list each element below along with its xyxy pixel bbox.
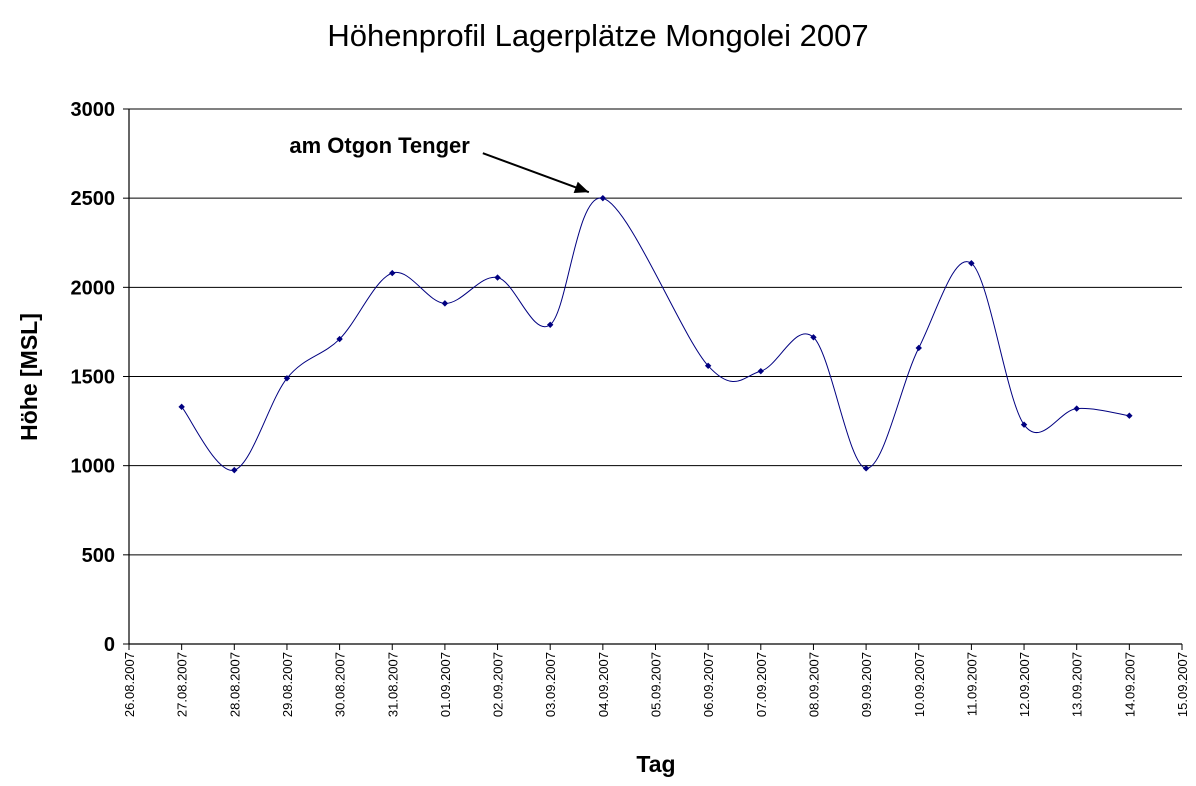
series-line — [181, 197, 1130, 471]
data-point — [704, 362, 712, 369]
x-tick-label: 14.09.2007 — [1122, 652, 1137, 717]
data-point — [757, 367, 764, 375]
y-tick-label: 2000 — [71, 277, 116, 299]
data-point — [915, 344, 922, 352]
grid-lines — [129, 108, 1182, 556]
x-tick-label: 26.08.2007 — [122, 652, 137, 717]
x-tick-label: 15.09.2007 — [1175, 652, 1190, 717]
x-tick-label: 08.09.2007 — [806, 652, 821, 717]
data-points — [178, 194, 1133, 474]
data-point — [336, 335, 343, 343]
x-tick-label: 05.09.2007 — [649, 652, 664, 717]
y-tick-label: 3000 — [71, 99, 116, 121]
chart-title: Höhenprofil Lagerplätze Mongolei 2007 — [327, 18, 869, 53]
data-point — [1073, 405, 1080, 412]
data-point — [283, 375, 291, 382]
y-tick-label: 2500 — [71, 188, 116, 210]
x-tick-label: 27.08.2007 — [175, 652, 190, 717]
annotation-arrow-line — [482, 152, 590, 194]
x-tick-label: 31.08.2007 — [385, 652, 400, 717]
data-point — [494, 274, 501, 281]
x-tick-label: 02.09.2007 — [491, 652, 506, 717]
y-tick-label: 1000 — [71, 456, 116, 478]
data-point — [1020, 421, 1028, 428]
y-tick-label: 500 — [82, 545, 115, 567]
data-point — [599, 194, 607, 202]
x-tick-labels: 26.08.2007 27.08.2007 28.08.2007 29.08.2007… — [122, 652, 1190, 717]
y-tick-label: 1500 — [71, 367, 116, 389]
x-tick-label: 11.09.2007 — [964, 652, 979, 716]
x-tick-label: 01.09.2007 — [438, 652, 453, 717]
y-axis-title: Höhe [MSL] — [16, 313, 42, 441]
x-tick-label: 12.09.2007 — [1017, 652, 1032, 717]
data-point — [810, 334, 817, 341]
data-point — [1126, 412, 1133, 419]
y-tick-labels: 0 500 1000 1500 2000 2500 3000 — [71, 99, 116, 656]
axes — [123, 108, 1183, 650]
x-tick-label: 04.09.2007 — [596, 652, 611, 717]
x-tick-label: 30.08.2007 — [333, 652, 348, 717]
x-tick-label: 03.09.2007 — [543, 652, 558, 717]
data-point — [231, 466, 238, 474]
x-tick-label: 13.09.2007 — [1070, 652, 1085, 717]
series-line-group — [181, 197, 1130, 471]
annotations: am Otgon Tenger — [289, 133, 590, 194]
data-point — [968, 260, 975, 267]
data-point — [389, 269, 396, 277]
y-tick-label: 0 — [104, 634, 115, 656]
x-tick-label: 07.09.2007 — [754, 652, 769, 717]
data-point — [178, 403, 185, 411]
x-axis-title: Tag — [636, 751, 675, 777]
x-tick-label: 06.09.2007 — [701, 652, 716, 717]
data-point — [862, 465, 870, 472]
annotation-label: am Otgon Tenger — [289, 133, 470, 158]
data-point — [441, 300, 449, 307]
data-point — [547, 321, 554, 328]
annotation-arrow-head — [573, 181, 589, 193]
x-tick-label: 29.08.2007 — [280, 652, 295, 717]
x-tick-label: 09.09.2007 — [859, 652, 874, 717]
x-tick-label: 10.09.2007 — [912, 652, 927, 717]
x-tick-label: 28.08.2007 — [227, 652, 242, 717]
